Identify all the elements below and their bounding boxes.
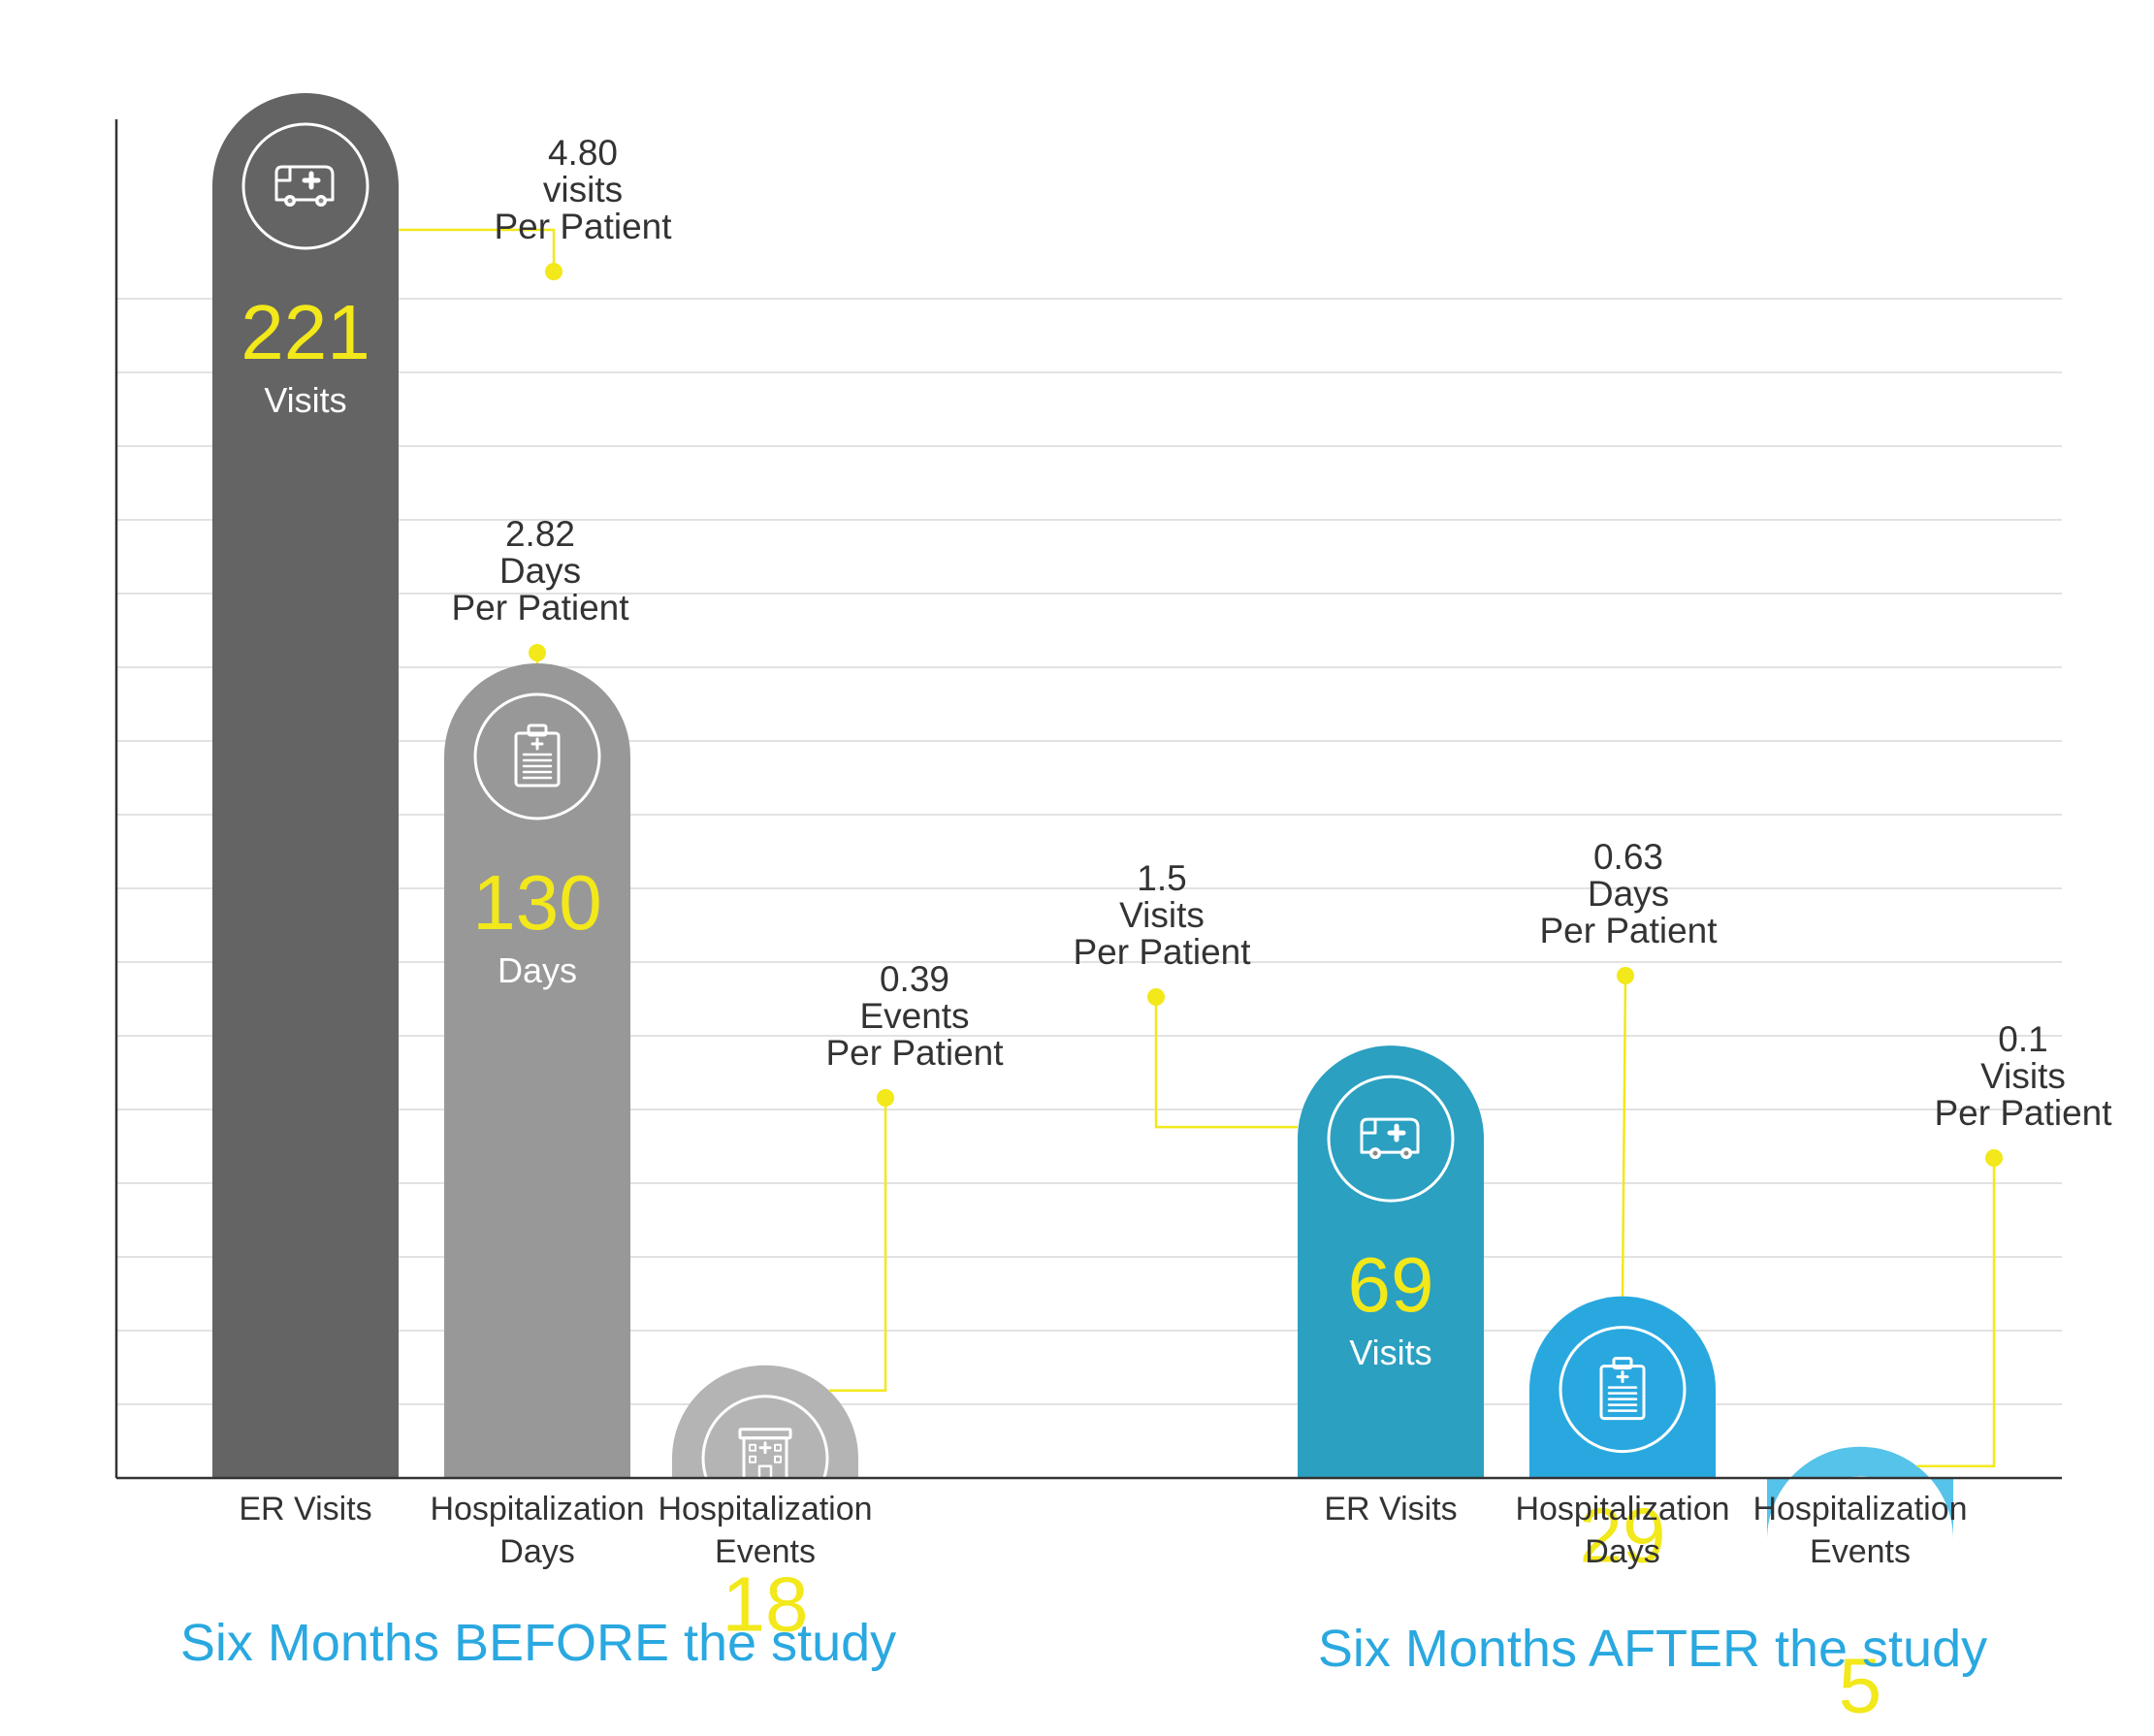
bar-unit: Visits [1349,1333,1431,1372]
annotation-text: 2.82 [505,514,575,554]
annotation-text: Per Patient [1073,932,1251,972]
category-label: Events [715,1533,816,1570]
leader-line [399,228,556,272]
bar-value: 5 [1839,1643,1882,1729]
annotation-text: Per Patient [494,207,672,246]
group-title: Six Months BEFORE the study [180,1614,896,1672]
category-label: ER Visits [239,1491,371,1527]
annotation-text: Visits [1119,895,1205,935]
annotation-text: 1.5 [1137,858,1186,898]
ambulance-icon [1360,1117,1420,1160]
bar-shape [672,1365,858,1478]
leader-dot [877,1089,894,1107]
leader-line [1621,975,1627,1297]
annotation-text: Events [859,996,969,1036]
axes [114,119,2062,1480]
annotation-text: 0.63 [1593,837,1663,877]
bar-unit: Days [1583,1584,1662,1623]
bar-unit: Events [1807,1734,1913,1736]
annotation-text: Per Patient [825,1033,1004,1073]
category-label: Hospitalization [430,1491,644,1527]
bar-unit: Events [712,1653,819,1692]
category-label: Hospitalization [658,1491,872,1527]
annotation-text: Per Patient [451,588,629,627]
category-label: Hospitalization [1752,1491,1967,1527]
clipboard-icon [514,723,561,788]
bar-shape [1767,1446,1953,1540]
bar-value: 130 [472,859,601,946]
bar-unit: Days [498,950,577,990]
leader-dot [1985,1149,2003,1167]
category-label: Days [1585,1533,1659,1570]
bar-value: 29 [1580,1493,1666,1579]
icon-ring [701,1395,829,1523]
annotation-text: 4.80 [548,133,618,173]
annotation-text: visits [543,170,623,209]
category-label: Hospitalization [1515,1491,1729,1527]
bar-shape [212,93,399,1478]
annotation-text: 0.39 [880,959,949,999]
bar-shape [1298,1045,1484,1478]
bar-shape [444,663,630,1478]
grid-lines [116,298,2062,1405]
ambulance-icon [274,165,335,207]
leader-dot [545,263,563,280]
hospital-icon [1833,1509,1887,1569]
annotation-text: Days [1588,874,1669,914]
annotation-text: 0.1 [1998,1019,2047,1059]
leader-dot [529,644,546,661]
bar-unit: Visits [264,380,346,420]
category-label: Days [499,1533,574,1570]
icon-ring [1559,1326,1687,1454]
category-label: Events [1810,1533,1911,1570]
bar-value: 18 [723,1561,809,1648]
hospital-icon [738,1428,792,1488]
leader-line [828,1098,887,1392]
category-labels: ER Visits Hospitalization Days Hospitalizat… [239,1491,1967,1570]
icon-ring [241,122,370,250]
annotation-text: Per Patient [1934,1093,2112,1133]
annotation-text: Days [499,551,581,591]
leader-dot [1147,988,1165,1006]
annotation-text: Visits [1980,1056,2066,1096]
leader-dot [1617,967,1634,984]
clipboard-icon [1599,1357,1646,1421]
category-label: ER Visits [1324,1491,1457,1527]
bar-value: 221 [241,289,370,375]
icon-ring [473,692,601,820]
icon-ring [1327,1075,1455,1203]
group-title: Six Months AFTER the study [1318,1620,1987,1678]
leader-line [1916,1158,1996,1467]
annotation-text: Per Patient [1539,911,1718,950]
leader-line [1154,997,1298,1129]
bar-value: 69 [1348,1241,1434,1328]
group-titles: Six Months BEFORE the study Six Months AF… [180,1614,1987,1678]
